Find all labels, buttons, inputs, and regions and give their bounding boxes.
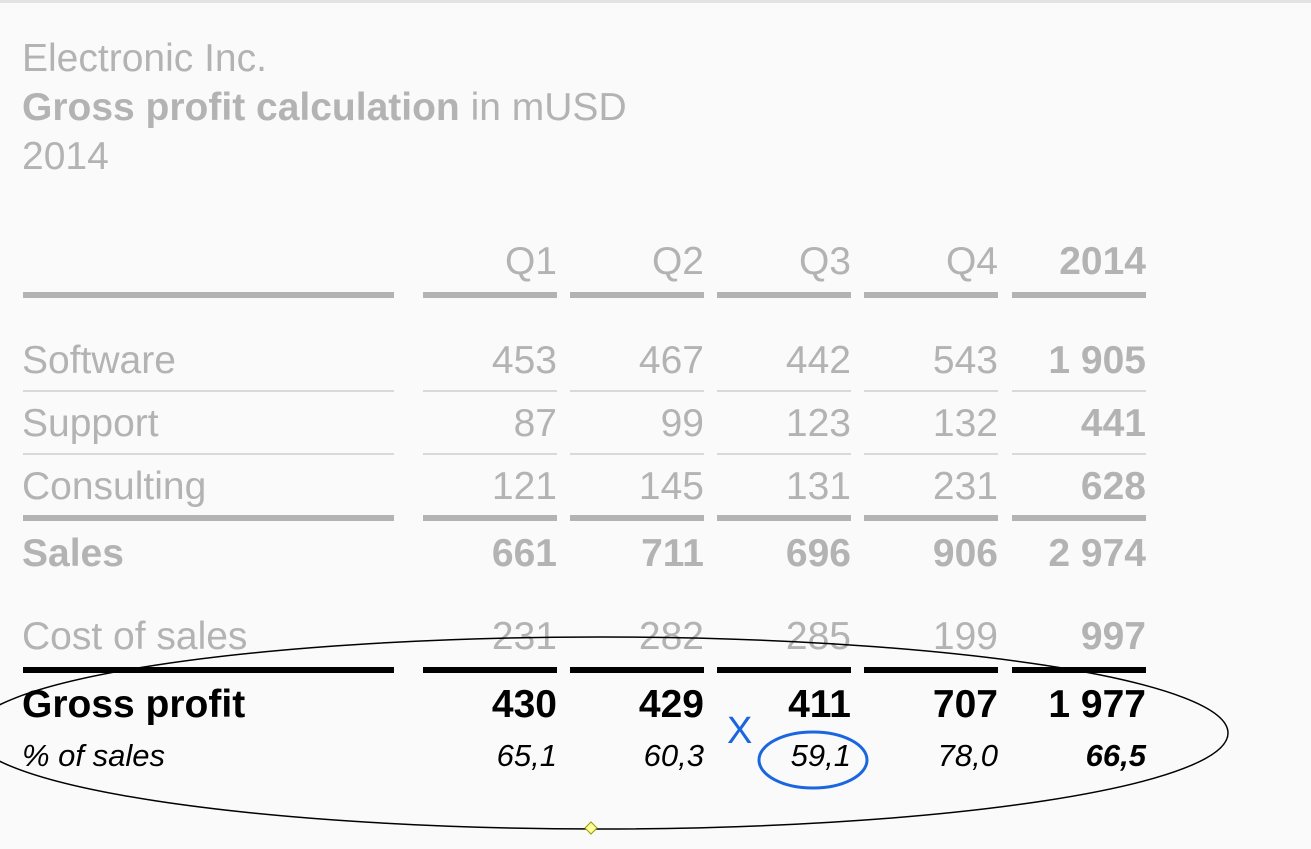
sales-rule [423, 515, 557, 521]
cell-software-q1: 453 [491, 339, 557, 382]
gross-rule [717, 667, 851, 673]
top-border [0, 0, 1311, 3]
cell-pct-q2: 60,3 [643, 738, 704, 773]
gross-rule [570, 667, 704, 673]
cell-consulting-year: 628 [1080, 465, 1146, 508]
row-label-support: Support [22, 402, 159, 445]
cell-support-year: 441 [1080, 402, 1146, 445]
cell-pct-year: 66,5 [1085, 738, 1146, 773]
gross-rule [1012, 667, 1146, 673]
row-label-consulting: Consulting [22, 465, 207, 508]
row-divider [1012, 453, 1146, 455]
gross-rule [423, 667, 557, 673]
sales-rule [717, 515, 851, 521]
cell-support-q1: 87 [513, 402, 557, 445]
cell-cost-q2: 282 [638, 615, 704, 658]
header-rule-label [23, 292, 394, 298]
cell-software-q3: 442 [785, 339, 851, 382]
gross-rule [23, 667, 394, 673]
ellipse-resize-handle[interactable] [584, 821, 598, 835]
cell-gross-year: 1 977 [1048, 683, 1146, 726]
cell-cost-q1: 231 [491, 615, 557, 658]
cell-consulting-q1: 121 [491, 465, 557, 508]
cell-support-q4: 132 [932, 402, 998, 445]
row-divider [717, 453, 851, 455]
cell-sales-q3: 696 [785, 532, 851, 575]
cell-software-year: 1 905 [1048, 339, 1146, 382]
cell-consulting-q3: 131 [785, 465, 851, 508]
cell-support-q2: 99 [660, 402, 704, 445]
cell-cost-year: 997 [1080, 615, 1146, 658]
cell-support-q3: 123 [785, 402, 851, 445]
cell-cost-q4: 199 [932, 615, 998, 658]
cell-cost-q3: 285 [785, 615, 851, 658]
row-label-pct: % of sales [22, 738, 166, 773]
row-divider [570, 390, 704, 392]
header-rule-q1 [423, 292, 557, 298]
row-divider [423, 390, 557, 392]
q3-pct-highlight-circle [757, 730, 869, 790]
header-rule-q2 [570, 292, 704, 298]
sales-rule [1012, 515, 1146, 521]
cell-sales-year: 2 974 [1048, 532, 1146, 575]
cell-sales-q4: 906 [932, 532, 998, 575]
cell-consulting-q4: 231 [932, 465, 998, 508]
report-heading-unit: in mUSD [459, 86, 627, 129]
highlight-ellipse[interactable] [0, 636, 1229, 830]
report-title: Electronic Inc. Gross profit calculation… [22, 34, 627, 181]
cell-gross-q2: 429 [638, 683, 704, 726]
row-divider [1012, 390, 1146, 392]
row-divider [717, 390, 851, 392]
cell-sales-q2: 711 [641, 532, 704, 575]
header-rule-q3 [717, 292, 851, 298]
sales-rule [570, 515, 704, 521]
sales-rule [864, 515, 998, 521]
company-name: Electronic Inc. [22, 37, 267, 80]
row-divider [864, 390, 998, 392]
cell-pct-q3: 59,1 [790, 738, 851, 773]
cell-sales-q1: 661 [491, 532, 557, 575]
report-heading: Gross profit calculation in mUSD [22, 83, 627, 132]
header-rule-q4 [864, 292, 998, 298]
col-header-q3: Q3 [798, 240, 851, 283]
col-header-q2: Q2 [651, 240, 704, 283]
cell-gross-q4: 707 [932, 683, 998, 726]
col-header-q1: Q1 [504, 240, 557, 283]
cell-pct-q4: 78,0 [937, 738, 998, 773]
cell-software-q2: 467 [638, 339, 704, 382]
cell-consulting-q2: 145 [638, 465, 704, 508]
row-divider [23, 453, 394, 455]
header-rule-year [1012, 292, 1146, 298]
row-divider [570, 453, 704, 455]
row-divider [864, 453, 998, 455]
report-heading-bold: Gross profit calculation [22, 86, 460, 129]
row-divider [423, 453, 557, 455]
annotation-x-mark: X [727, 710, 753, 752]
sales-rule [23, 515, 394, 521]
cell-gross-q3: 411 [788, 683, 851, 726]
cell-software-q4: 543 [932, 339, 998, 382]
row-label-gross: Gross profit [22, 683, 246, 726]
cell-gross-q1: 430 [491, 683, 557, 726]
col-header-year: 2014 [1059, 240, 1146, 283]
row-label-sales: Sales [22, 532, 124, 575]
row-divider [23, 390, 394, 392]
row-label-cost: Cost of sales [22, 615, 248, 658]
row-label-software: Software [22, 339, 176, 382]
gross-rule [864, 667, 998, 673]
cell-pct-q1: 65,1 [496, 738, 557, 773]
report-year: 2014 [22, 135, 109, 178]
col-header-q4: Q4 [945, 240, 998, 283]
